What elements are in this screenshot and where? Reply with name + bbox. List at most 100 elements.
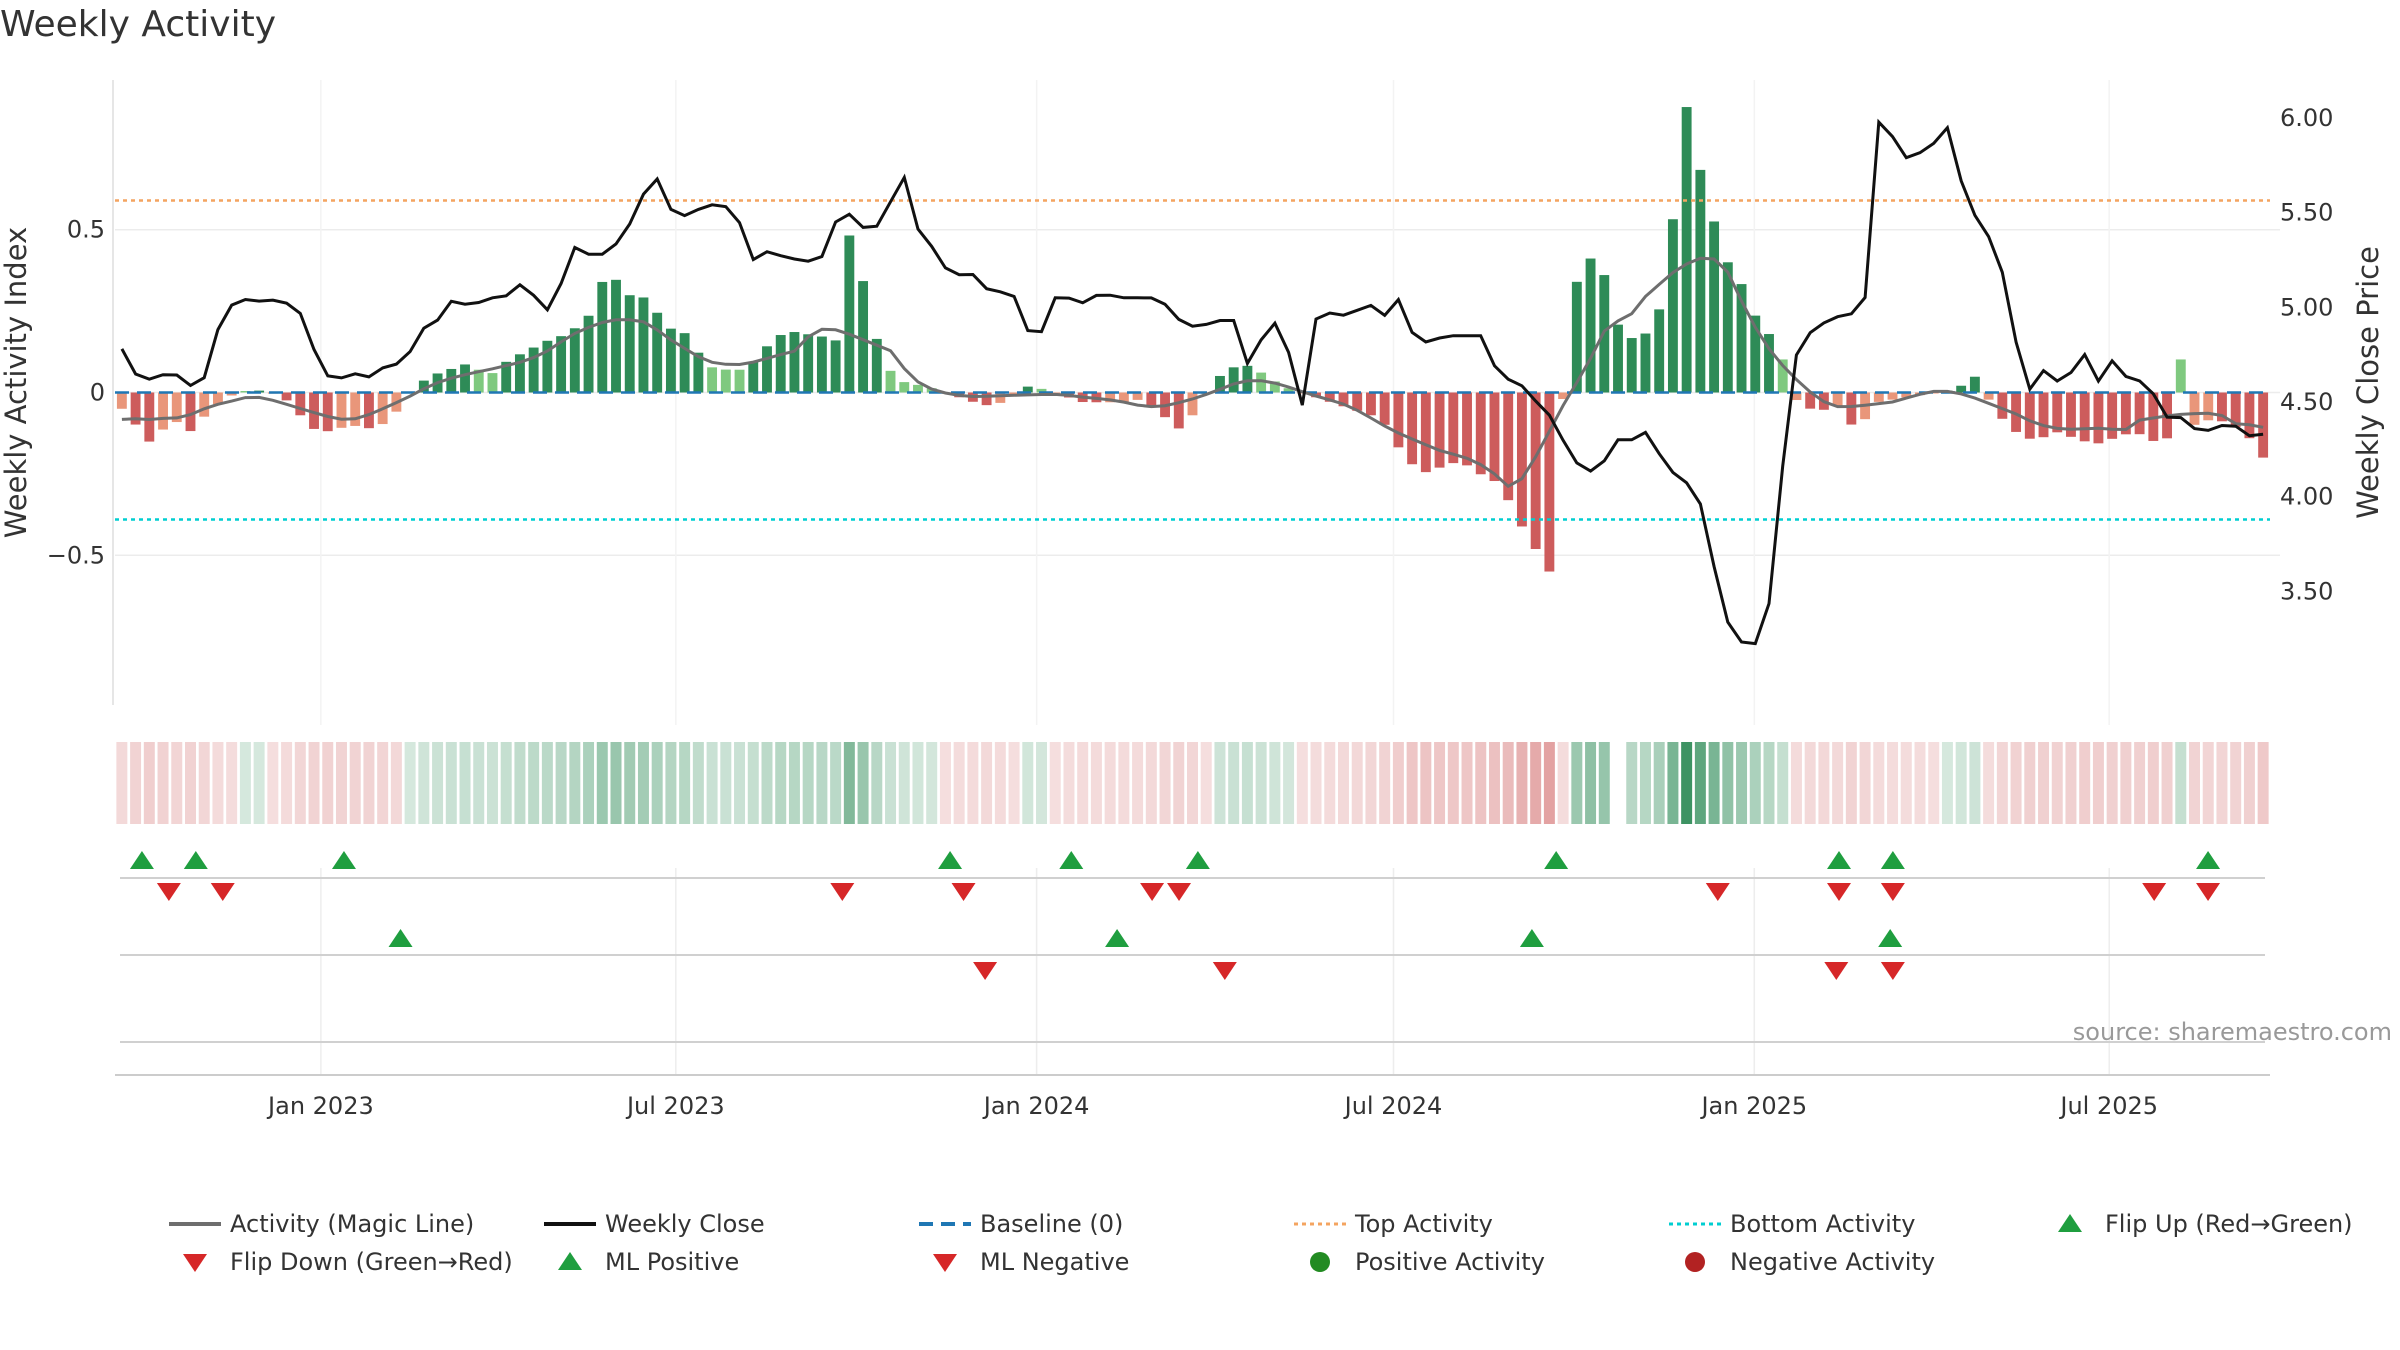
activity-bar: [2011, 392, 2022, 432]
heat-band-cell: [788, 742, 800, 824]
activity-bar: [1187, 392, 1198, 416]
activity-bar: [707, 367, 718, 393]
circle-icon: [1660, 1244, 1730, 1280]
heat-band-cell: [651, 742, 663, 824]
heat-band-cell: [912, 742, 924, 824]
solid-line-icon: [160, 1206, 230, 1242]
heat-band-cell: [843, 742, 855, 824]
activity-bar: [665, 328, 676, 393]
heat-band-cell: [2230, 742, 2242, 824]
heat-band-cell: [885, 742, 897, 824]
heat-band-cell: [2147, 742, 2159, 824]
heat-band-cell: [1653, 742, 1665, 824]
heat-band-cell: [720, 742, 732, 824]
activity-heat-band: [116, 742, 2269, 824]
heat-band-cell: [1269, 742, 1281, 824]
activity-bar: [2093, 392, 2104, 444]
activity-bar: [830, 340, 841, 393]
heat-band-cell: [1873, 742, 1885, 824]
flip-down-marker: [1705, 883, 1730, 901]
flip-up-marker: [938, 851, 963, 869]
heat-band-cell: [130, 742, 142, 824]
heat-band-cell: [2106, 742, 2118, 824]
flip-down-marker: [2142, 883, 2167, 901]
flip-down-marker: [951, 883, 976, 901]
legend-item-weekly-close: Weekly Close: [535, 1206, 765, 1242]
heat-band-cell: [926, 742, 938, 824]
activity-bar: [748, 361, 759, 393]
heat-band-cell: [349, 742, 361, 824]
activity-bar: [1530, 392, 1541, 550]
activity-bar: [1173, 392, 1184, 429]
heat-band-cell: [143, 742, 155, 824]
heat-band-cell: [1763, 742, 1775, 824]
activity-bar: [1654, 309, 1665, 393]
flip-up-marker: [1880, 851, 1905, 869]
heat-band-cell: [1022, 742, 1034, 824]
heat-band-cell: [1283, 742, 1295, 824]
heat-band-cell: [1667, 742, 1679, 824]
activity-bars: [116, 107, 2269, 572]
activity-bar: [816, 336, 827, 393]
flip-up-marker: [2196, 851, 2221, 869]
activity-bar: [1667, 219, 1678, 393]
heat-band-cell: [994, 742, 1006, 824]
heat-band-cell: [624, 742, 636, 824]
activity-bar: [1352, 392, 1363, 411]
heat-band-cell: [432, 742, 444, 824]
heat-band-cell: [1337, 742, 1349, 824]
flip-down-marker: [1140, 883, 1165, 901]
heat-band-cell: [2038, 742, 2050, 824]
activity-bar: [1256, 372, 1267, 393]
activity-bar: [1681, 107, 1692, 393]
activity-bar: [2052, 392, 2063, 433]
triangle-down-icon: [160, 1244, 230, 1280]
activity-bar: [2038, 392, 2049, 438]
heat-band-cell: [528, 742, 540, 824]
y2-axis-title: Weekly Close Price: [2351, 246, 2385, 519]
activity-bar: [1420, 392, 1431, 473]
flip-markers: [120, 851, 2265, 1043]
heat-band-cell: [747, 742, 759, 824]
dotted-line-icon: [1660, 1206, 1730, 1242]
heat-band-cell: [185, 742, 196, 824]
legend-label: Flip Down (Green→Red): [230, 1248, 513, 1276]
heat-band-cell: [418, 742, 430, 824]
activity-bar: [185, 392, 196, 432]
heat-band-cell: [1090, 742, 1102, 824]
activity-bar: [336, 392, 347, 428]
heat-band-cell: [583, 742, 595, 824]
heat-band-cell: [610, 742, 622, 824]
heat-band-cell: [1530, 742, 1542, 824]
activity-bar: [2230, 392, 2241, 427]
x-tick-label: Jan 2023: [266, 1092, 374, 1120]
legend-item-magic-line: Activity (Magic Line): [160, 1206, 474, 1242]
activity-bar: [1613, 324, 1623, 393]
heat-band-cell: [1502, 742, 1514, 824]
heat-band-cell: [637, 742, 649, 824]
activity-bar: [350, 392, 361, 426]
activity-bar: [295, 392, 306, 416]
legend-label: ML Negative: [980, 1248, 1130, 1276]
heat-band-cell: [967, 742, 979, 824]
y2-tick-label: 5.50: [2280, 199, 2333, 227]
heat-band-cell: [857, 742, 869, 824]
activity-bar: [171, 392, 182, 423]
activity-bar: [1695, 169, 1706, 393]
heat-band-cell: [1379, 742, 1391, 824]
heat-band-cell: [390, 742, 402, 824]
activity-bar: [1434, 392, 1445, 468]
activity-bar: [981, 392, 992, 406]
heat-band-cell: [404, 742, 416, 824]
activity-bar: [679, 333, 690, 393]
activity-bar: [1626, 338, 1637, 393]
x-tick-label: Jul 2023: [625, 1092, 725, 1120]
heat-band-cell: [2024, 742, 2036, 824]
activity-bar: [693, 352, 704, 393]
ml-positive-marker: [1105, 929, 1130, 947]
activity-bar: [638, 297, 649, 393]
legend-label: Bottom Activity: [1730, 1210, 1916, 1238]
chart-lines: [115, 118, 2270, 646]
heat-band-cell: [871, 742, 883, 824]
activity-bar: [446, 368, 457, 393]
